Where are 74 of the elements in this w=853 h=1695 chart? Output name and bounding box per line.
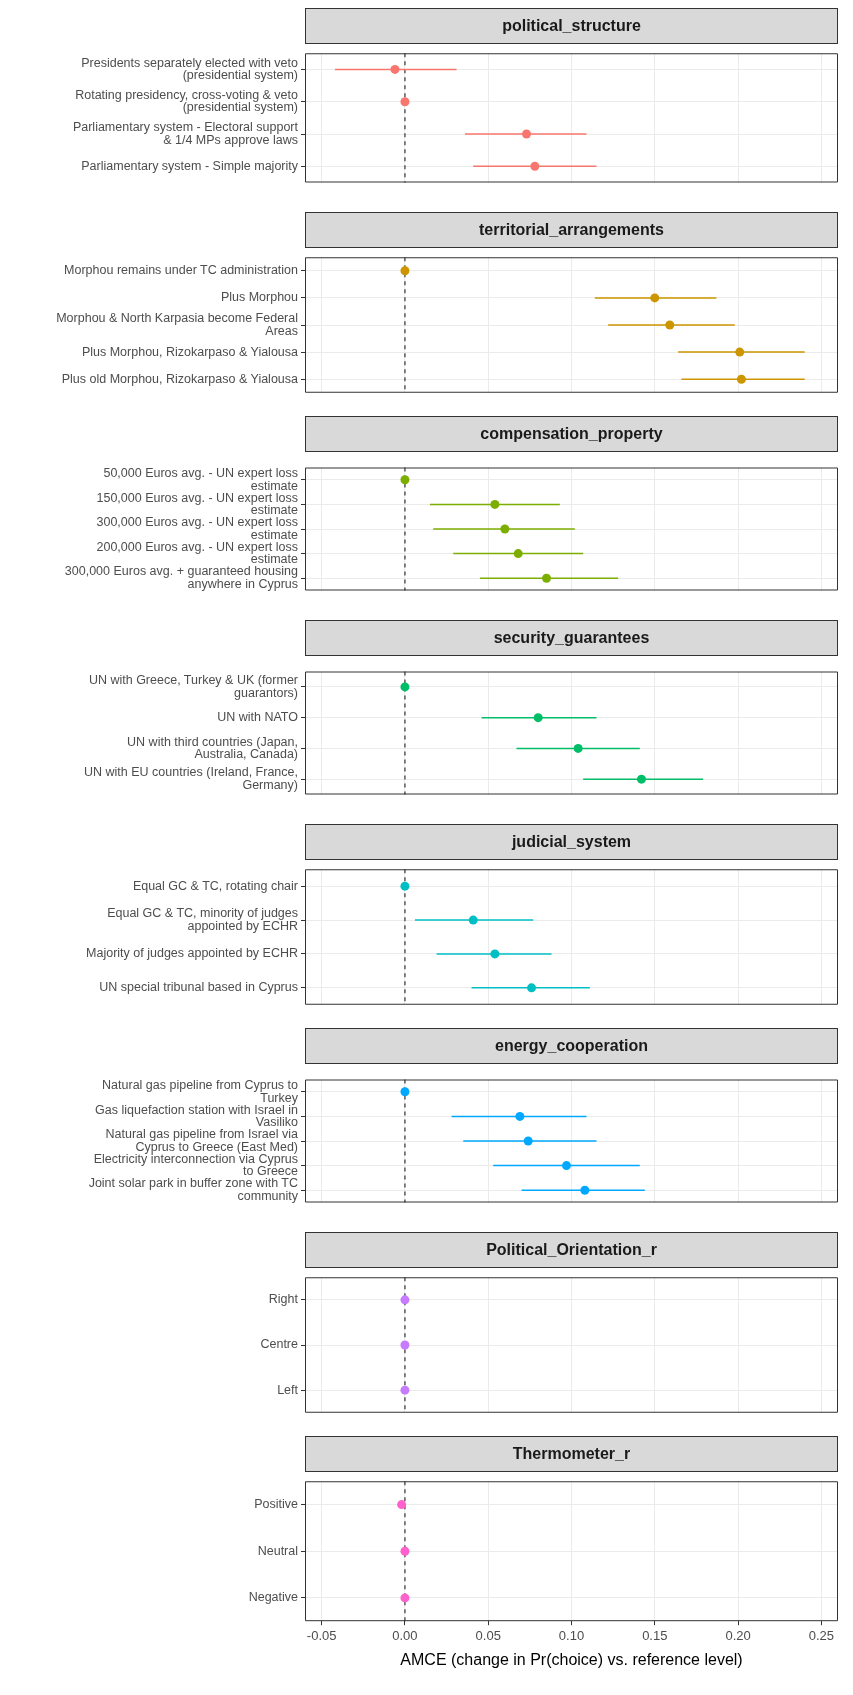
x-tick-label: 0.15 [642,1627,668,1643]
y-tick-label: UN with NATO [217,710,299,725]
y-tick-label: Rotating presidency, cross-voting & veto (presidential system) [75,87,299,115]
x-tick-label: 0.10 [558,1627,585,1643]
x-tick-label: -0.05 [306,1627,337,1643]
chart-title: political_structure [305,8,838,44]
point [400,266,410,276]
y-tick-label: UN with EU countries (Ireland, France, Germany) [84,765,298,792]
y-tick-label: Left [277,1382,299,1397]
y-tick-label: Plus Morphou, Rizokarpaso & Yialousa [81,344,299,359]
y-tick-label: Presidents separately elected with veto (presidential system) [81,55,299,83]
y-tick-label: Equal GC & TC, rotating chair [132,878,298,893]
chart-title: compensation_property [305,416,838,452]
y-tick-label: 300,000 Euros avg. + guaranteed housing anywhere in Cyprus [64,564,299,591]
point [490,949,500,959]
point [400,475,410,485]
y-tick-label: Plus Morphou [220,290,299,305]
y-tick-label: 300,000 Euros avg. - UN expert loss estimate [96,515,299,542]
point [530,161,540,171]
point [636,774,646,784]
point [542,573,552,583]
y-tick-label: 200,000 Euros avg. - UN expert loss estimate [96,539,299,567]
y-tick-label: Joint solar park in buffer zone with TC community [88,1176,299,1203]
y-tick-label: Right [268,1292,299,1307]
point [735,347,745,357]
y-tick-label: UN with third countries (Japan, Australia, Canada) [127,734,298,762]
point [513,549,523,559]
y-tick-label: Centre [260,1337,299,1352]
y-tick-label: Natural gas pipeline from Cyprus to Turkey [102,1078,299,1105]
point [400,97,410,107]
y-tick-label: Parliamentary system - Simple majority [81,158,299,173]
y-tick-label: Majority of judges appointed by ECHR [86,946,298,961]
y-tick-label: UN special tribunal based in Cyprus [99,980,298,995]
x-axis-title: AMCE (change in Pr(choice) vs. reference level) [400,1650,743,1668]
y-tick-label: Morphou remains under TC administration [64,263,299,278]
y-tick-label: 150,000 Euros avg. - UN expert loss estimate [96,490,299,518]
point [533,713,543,723]
point [500,524,510,534]
y-tick-label: Plus old Morphou, Rizokarpaso & Yialousa [61,371,299,386]
chart-title: security_guarantees [305,620,838,656]
point [400,881,410,891]
point [490,499,500,509]
point [400,1087,410,1097]
y-tick-label: 50,000 Euros avg. - UN expert loss estimate [103,466,299,493]
point [468,915,478,925]
x-tick-label: 0.00 [392,1627,418,1643]
y-tick-label: UN with Greece, Turkey & UK (former guarantors) [88,673,298,700]
chart-title: Political_Orientation_r [305,1232,838,1268]
x-tick-label: 0.05 [475,1627,501,1643]
y-tick-label: Natural gas pipeline from Israel via Cyprus to Greece (East Med) [105,1127,299,1154]
point [400,682,410,692]
x-tick-label: 0.25 [808,1627,834,1643]
point [515,1111,525,1121]
point [562,1161,571,1171]
y-tick-label: Morphou & North Karpasia become Federal Areas [56,311,298,338]
point [650,293,660,303]
y-tick-label: Negative [248,1590,299,1605]
point [665,320,675,330]
point [736,374,746,384]
chart-title: territorial_arrangements [305,212,838,248]
point [522,129,532,139]
chart-title: energy_cooperation [305,1028,838,1064]
y-tick-label: Parliamentary system - Electoral support & 1/4 MPs approve laws [72,120,299,147]
y-tick-label: Positive [254,1497,299,1512]
point [580,1185,590,1195]
y-tick-label: Equal GC & TC, minority of judges appointed by ECHR [107,906,298,933]
y-tick-label: Neutral [257,1543,298,1558]
chart-title: Thermometer_r [305,1436,838,1472]
point [573,743,583,753]
point [527,983,537,993]
x-tick-label: 0.20 [725,1627,751,1643]
point [390,64,400,74]
point [523,1136,533,1146]
chart-title: judicial_system [305,824,838,860]
